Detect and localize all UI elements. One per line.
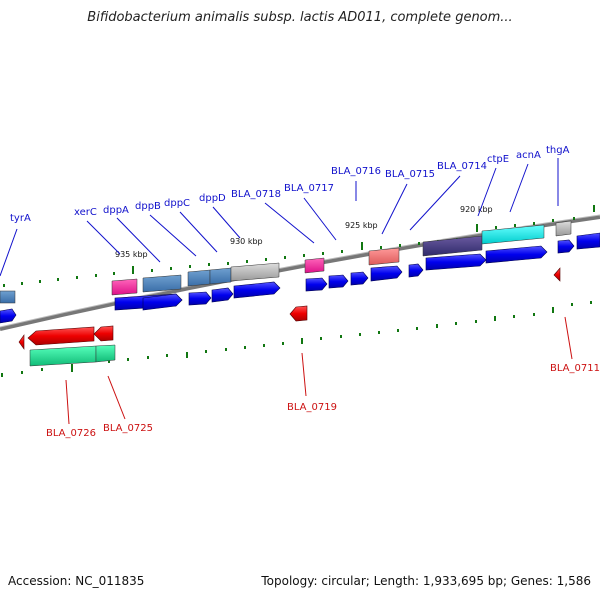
- label-BLA_0719[interactable]: BLA_0719: [287, 402, 337, 413]
- label-acnA[interactable]: acnA: [516, 150, 541, 161]
- label-BLA_0718[interactable]: BLA_0718: [231, 189, 281, 200]
- lower-tick-track: [1, 301, 592, 377]
- forward-cds-track: [0, 232, 600, 324]
- label-tyrA[interactable]: tyrA: [10, 213, 31, 224]
- gene-thgA[interactable]: [555, 220, 572, 237]
- gene-dppD[interactable]: [230, 262, 280, 282]
- cds-forward[interactable]: [408, 263, 424, 278]
- cds-forward[interactable]: [485, 245, 548, 264]
- label-dppC[interactable]: dppC: [164, 198, 190, 209]
- cds-forward[interactable]: [0, 308, 17, 324]
- gene-BLA_0725[interactable]: [95, 344, 116, 363]
- scale-label-920: 920 kbp: [460, 205, 493, 214]
- gene-BLA_0726[interactable]: [29, 345, 97, 367]
- cds-forward[interactable]: [370, 265, 403, 282]
- label-BLA_0715[interactable]: BLA_0715: [385, 169, 435, 180]
- gene-tyrA[interactable]: [0, 290, 16, 304]
- gene-BLA_0718[interactable]: [304, 257, 325, 274]
- label-BLA_0714[interactable]: BLA_0714: [437, 161, 487, 172]
- scale-label-935: 935 kbp: [115, 250, 148, 259]
- forward-label-leaders: [0, 158, 559, 277]
- reverse-gene-track: [29, 344, 116, 367]
- label-BLA_0726[interactable]: BLA_0726: [46, 428, 96, 439]
- scale-label-930: 930 kbp: [230, 237, 263, 246]
- reverse-cds-track: [18, 267, 561, 350]
- label-BLA_0725[interactable]: BLA_0725: [103, 423, 153, 434]
- accession-label: Accession: NC_011835: [8, 574, 145, 588]
- cds-forward[interactable]: [188, 291, 212, 306]
- label-dppB[interactable]: dppB: [135, 201, 161, 212]
- label-dppD[interactable]: dppD: [199, 193, 226, 204]
- cds-forward[interactable]: [328, 274, 349, 289]
- label-ctpE[interactable]: ctpE: [487, 154, 509, 165]
- reverse-label-leaders: [65, 316, 573, 425]
- label-BLA_0717[interactable]: BLA_0717: [284, 183, 334, 194]
- cds-forward[interactable]: [211, 287, 234, 303]
- cds-forward[interactable]: [350, 271, 369, 286]
- cds-forward[interactable]: [576, 232, 600, 250]
- gene-xerC[interactable]: [111, 278, 138, 296]
- label-thgA[interactable]: thgA: [546, 145, 570, 156]
- forward-labels: tyrA xerC dppA dppB dppC dppD BLA_0718 B…: [10, 145, 570, 224]
- cds-reverse[interactable]: [18, 334, 25, 350]
- cds-reverse[interactable]: [27, 326, 95, 346]
- map-title: Bifidobacterium animalis subsp. lactis A…: [87, 10, 513, 25]
- cds-forward[interactable]: [305, 277, 328, 292]
- scale-label-925: 925 kbp: [345, 221, 378, 230]
- cds-forward[interactable]: [557, 239, 575, 254]
- reverse-labels: BLA_0726 BLA_0725 BLA_0719 BLA_0711: [46, 363, 600, 439]
- cds-reverse[interactable]: [553, 267, 561, 282]
- gene-dppC[interactable]: [209, 267, 232, 285]
- label-BLA_0716[interactable]: BLA_0716: [331, 166, 381, 177]
- cds-forward[interactable]: [142, 293, 183, 311]
- cds-forward[interactable]: [233, 281, 281, 299]
- label-dppA[interactable]: dppA: [103, 205, 129, 216]
- forward-gene-track: [0, 220, 572, 304]
- gene-BLA_0715[interactable]: [368, 247, 400, 266]
- label-BLA_0711[interactable]: BLA_0711: [550, 363, 600, 374]
- gene-BLA_0714[interactable]: [422, 235, 483, 257]
- gene-dppB[interactable]: [187, 269, 211, 287]
- cds-reverse[interactable]: [289, 305, 308, 322]
- cds-reverse[interactable]: [93, 325, 114, 342]
- label-xerC[interactable]: xerC: [74, 207, 97, 218]
- genome-summary-label: Topology: circular; Length: 1,933,695 bp…: [261, 574, 591, 588]
- gene-ctpE[interactable]: [481, 224, 545, 245]
- cds-forward[interactable]: [425, 253, 487, 271]
- gene-dppA[interactable]: [142, 274, 182, 293]
- upper-tick-track: [3, 205, 595, 287]
